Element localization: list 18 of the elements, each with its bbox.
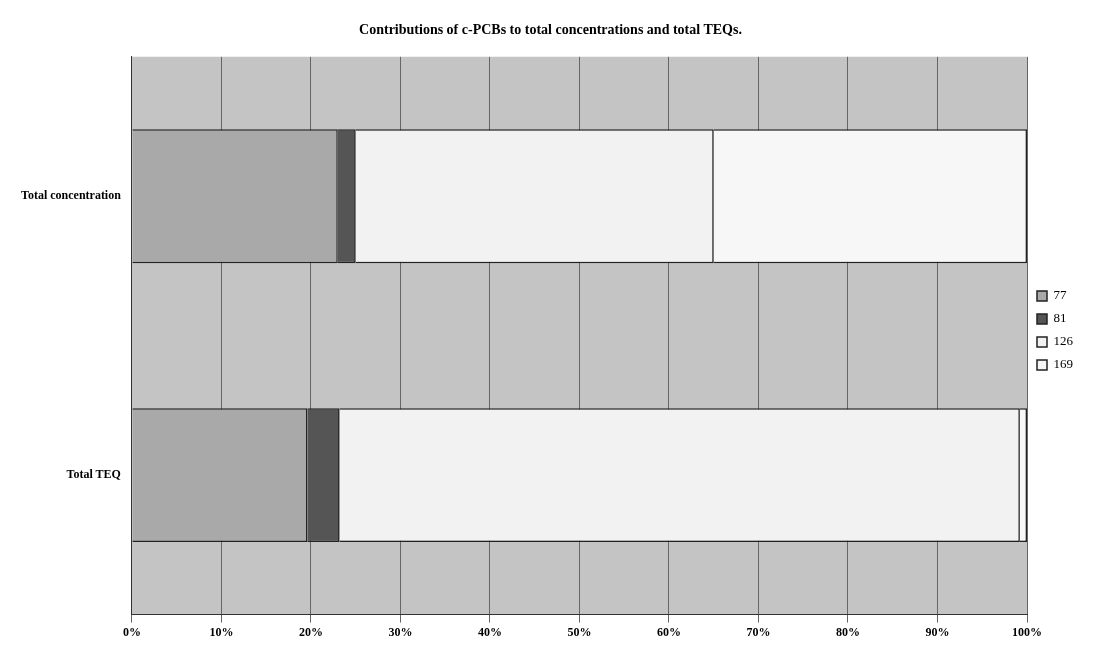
x-tick-label: 80%: [835, 624, 860, 639]
x-tick-label: 70%: [746, 624, 771, 639]
x-tick-label: 10%: [209, 624, 234, 639]
chart-title: Contributions of c-PCBs to total concentrations and total TEQs.: [359, 22, 742, 38]
legend-label: 81: [1053, 310, 1067, 326]
legend-label: 169: [1053, 356, 1073, 372]
x-tick-label: 40%: [477, 624, 502, 639]
x-tick-label: 100%: [1012, 624, 1042, 639]
y-tick-label: Total TEQ: [66, 467, 121, 482]
legend-label: 77: [1053, 287, 1067, 303]
x-tick-label: 60%: [656, 624, 681, 639]
x-tick-label: 50%: [567, 624, 592, 639]
x-tick-label: 0%: [122, 624, 141, 639]
legend-label: 126: [1053, 333, 1074, 349]
y-tick-label: Total concentration: [20, 188, 122, 203]
x-tick-label: 30%: [388, 624, 413, 639]
x-tick-label: 20%: [298, 624, 323, 639]
x-tick-label: 90%: [925, 624, 950, 639]
